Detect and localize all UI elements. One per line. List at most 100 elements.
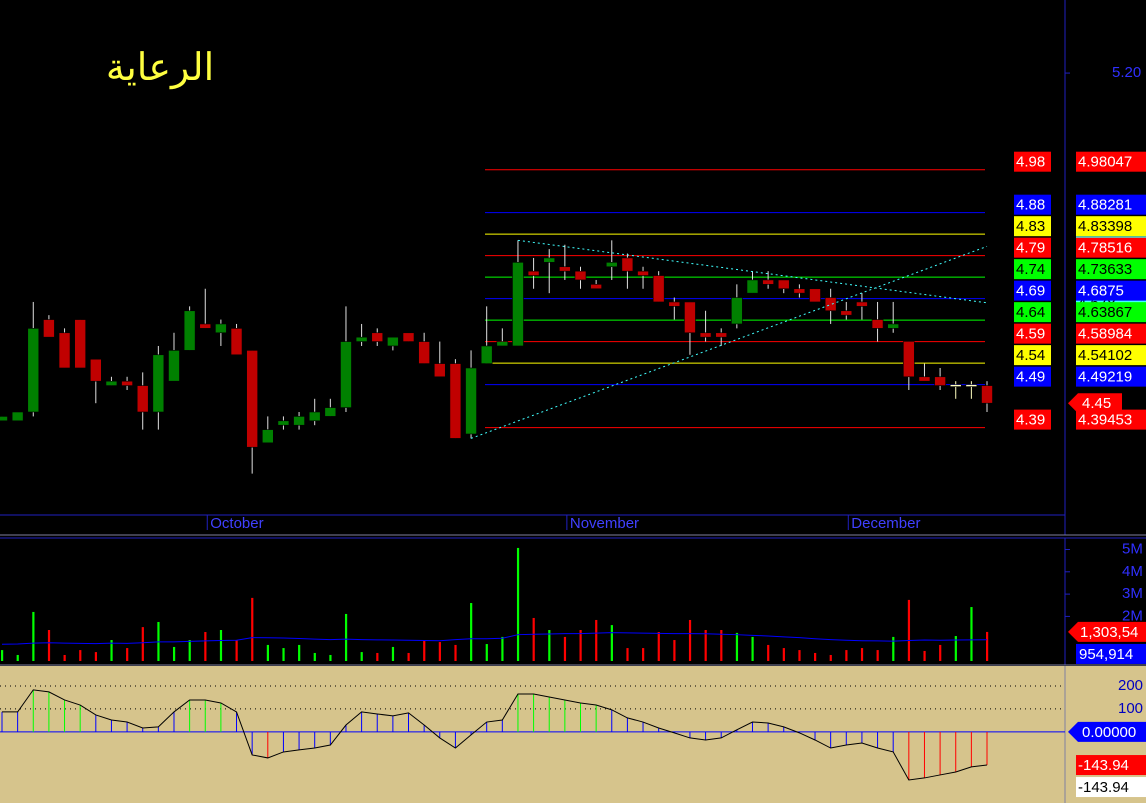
- volume-bar: [782, 648, 785, 661]
- level-label-box: [1014, 345, 1051, 366]
- level-value-label: 4.54102: [1078, 347, 1132, 364]
- level-label: 4.39: [1016, 412, 1045, 429]
- volume-bar: [720, 630, 723, 661]
- level-value-label-box: [1076, 345, 1146, 366]
- volume-bar: [767, 644, 770, 661]
- volume-bar: [485, 644, 488, 661]
- candle-body: [512, 262, 524, 347]
- candle-body: [918, 376, 931, 382]
- chart-title: الرعاية: [106, 47, 214, 90]
- y-tick-label: 2M: [1122, 607, 1143, 624]
- candle-body: [371, 332, 384, 342]
- volume-bar: [626, 648, 629, 661]
- candle-body: [449, 363, 462, 439]
- candle-body: [480, 345, 493, 364]
- candle-body: [590, 284, 602, 290]
- candle-body: [527, 270, 540, 276]
- last-price-label: 4.45: [1082, 395, 1111, 412]
- candle-body: [27, 328, 40, 413]
- volume-bar: [1, 650, 4, 661]
- level-label: 4.49: [1016, 369, 1045, 386]
- candle-body: [215, 323, 227, 334]
- last-oscillator-box-alt: [1076, 777, 1146, 798]
- candle-body: [183, 310, 196, 351]
- candle-body: [324, 407, 337, 417]
- volume-bar: [391, 646, 395, 661]
- candle-body: [715, 332, 728, 338]
- candle-body: [277, 420, 290, 426]
- volume-bar: [907, 599, 911, 661]
- volume-bar: [501, 636, 504, 661]
- volume-bar: [548, 630, 551, 661]
- y-tick-label: 0.00000: [1082, 724, 1136, 741]
- level-label: 4.88: [1016, 197, 1045, 214]
- volume-average-line: [1, 632, 988, 645]
- candle-body: [136, 385, 149, 413]
- level-value-label-box: [1076, 216, 1146, 237]
- candle-body: [261, 429, 274, 444]
- level-label: 4.83: [1016, 218, 1045, 235]
- volume-bar: [141, 627, 144, 661]
- y-tick-label: 5.20: [1112, 64, 1141, 81]
- volume-bar: [298, 644, 301, 661]
- volume-bar: [532, 617, 535, 661]
- level-label: 4.98: [1016, 154, 1045, 171]
- oscillator-line: [2, 689, 988, 781]
- average-volume-label: 954,914: [1079, 646, 1133, 663]
- volume-bar: [172, 646, 176, 661]
- volume-bar: [798, 650, 801, 661]
- last-price-box: [1068, 393, 1122, 414]
- level-label-box: [1014, 216, 1051, 237]
- volume-bar: [235, 640, 238, 661]
- level-value-label-box: [1076, 302, 1146, 323]
- level-label: 4.64: [1016, 304, 1045, 321]
- volume-bar: [595, 619, 598, 661]
- candle-body: [605, 262, 618, 268]
- candle-body: [824, 297, 837, 312]
- candle-body: [949, 384, 962, 387]
- volume-bar: [986, 631, 989, 661]
- level-label-box: [1014, 302, 1051, 323]
- candle-body: [699, 332, 712, 338]
- volume-bar: [923, 650, 926, 661]
- volume-bar: [673, 640, 676, 661]
- volume-bar: [47, 630, 51, 661]
- candle-body: [543, 257, 556, 263]
- volume-bar: [876, 650, 879, 661]
- candle-body: [230, 328, 243, 356]
- volume-bar: [657, 632, 660, 661]
- volume-bar: [470, 603, 473, 661]
- volume-bar: [892, 636, 895, 661]
- candle-body: [621, 257, 634, 272]
- level-value-label: 4.73633: [1078, 261, 1132, 278]
- candle-body: [574, 270, 587, 281]
- volume-bar: [188, 640, 191, 661]
- candle-body: [246, 350, 258, 448]
- volume-bar: [829, 654, 832, 661]
- level-value-label: 4.63867: [1078, 304, 1132, 321]
- volume-bar: [204, 632, 207, 661]
- level-value-label-box: [1076, 237, 1146, 258]
- volume-bar: [704, 630, 707, 661]
- candle-body: [387, 336, 399, 347]
- candle-body: [0, 416, 8, 422]
- candle-body: [731, 297, 743, 325]
- candle-body: [887, 323, 899, 329]
- candle-body: [903, 341, 915, 378]
- volume-bar: [376, 652, 379, 661]
- oscillator-background: [0, 666, 1146, 803]
- level-label: 4.54: [1016, 347, 1045, 364]
- level-label-box: [1014, 366, 1051, 387]
- volume-bar: [126, 648, 129, 661]
- volume-bar: [407, 652, 410, 661]
- volume-bar: [688, 619, 692, 661]
- candle-body: [965, 384, 978, 387]
- level-label: 4.74: [1016, 261, 1045, 278]
- volume-bar: [516, 547, 520, 661]
- level-label-box: [1014, 194, 1051, 215]
- volume-bar: [751, 636, 754, 661]
- candle-body: [121, 380, 133, 386]
- candle-body: [402, 332, 415, 342]
- candle-body: [43, 319, 55, 338]
